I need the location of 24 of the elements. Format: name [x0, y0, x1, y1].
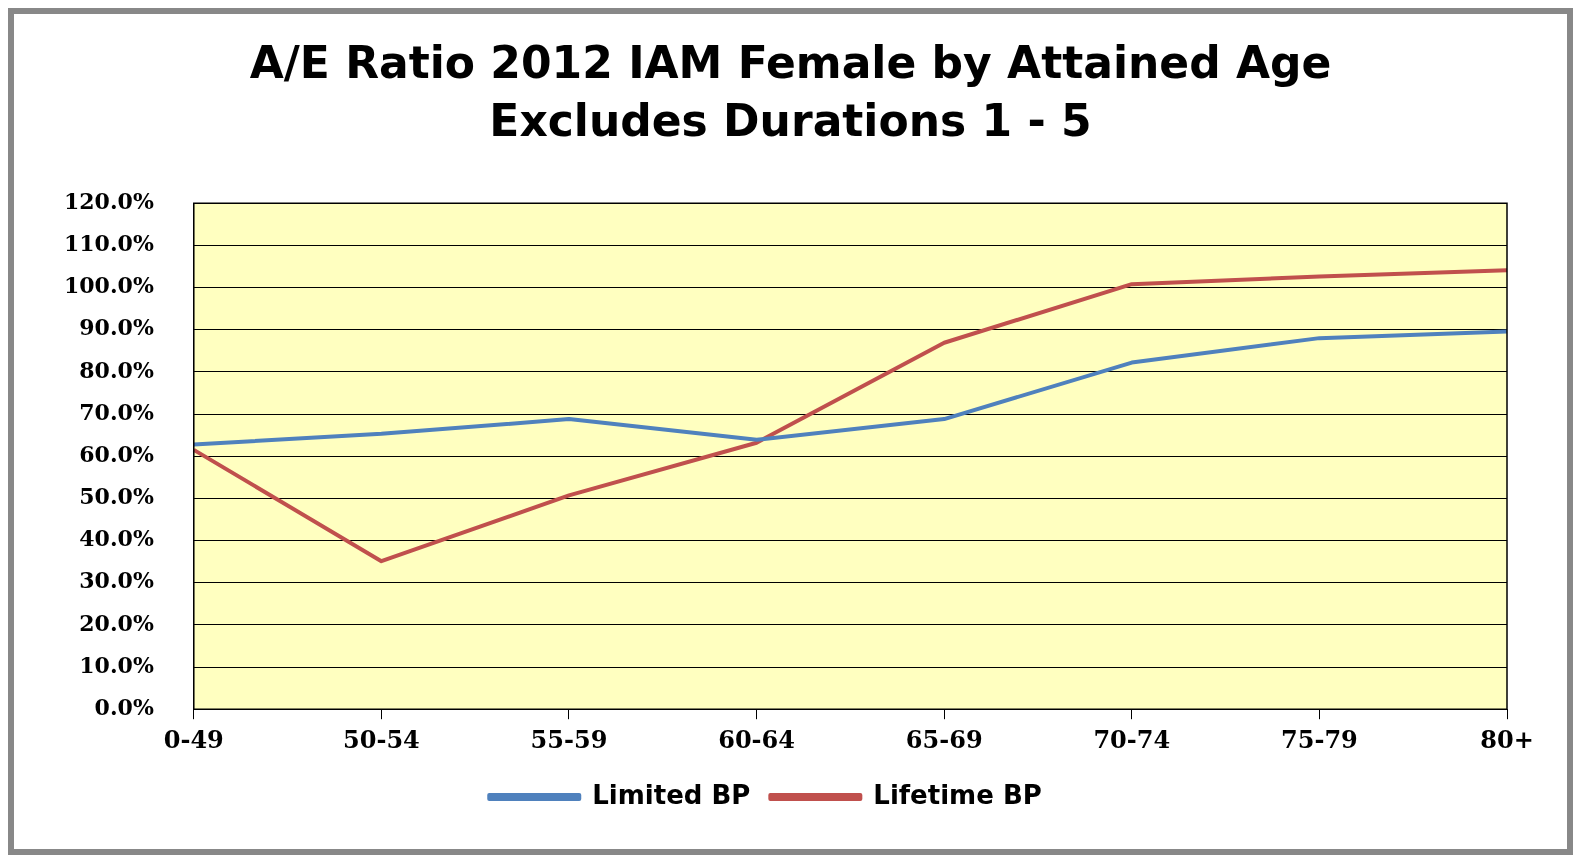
y-tick-label: 120.0%	[64, 187, 154, 214]
x-tick-label: 50-54	[343, 724, 420, 754]
y-tick-label: 110.0%	[64, 230, 154, 257]
y-tick-label: 20.0%	[79, 609, 154, 636]
x-tick-label: 75-79	[1281, 724, 1358, 754]
y-tick-label: 70.0%	[79, 398, 154, 425]
x-tick-label: 60-64	[718, 724, 795, 754]
y-tick-label: 50.0%	[79, 483, 154, 510]
y-tick-label: 100.0%	[64, 272, 154, 299]
y-tick-label: 30.0%	[79, 567, 154, 594]
x-tick-label: 80+	[1480, 724, 1534, 754]
chart-title: A/E Ratio 2012 IAM Female by Attained Age Excludes Durations 1 - 5	[248, 36, 1333, 148]
x-tick-label: 65-69	[905, 724, 983, 754]
x-tick-label: 70-74	[1093, 724, 1171, 754]
y-tick-label: 80.0%	[79, 356, 154, 383]
y-tick-label: 10.0%	[79, 651, 154, 678]
x-tick-label: 55-59	[530, 724, 608, 754]
x-tick-label: 0-49	[163, 724, 224, 754]
y-tick-label: 90.0%	[79, 314, 154, 341]
y-tick-label: 40.0%	[79, 525, 154, 552]
legend-label: Lifetime BP	[873, 779, 1042, 810]
y-tick-label: 0.0%	[94, 693, 154, 720]
y-tick-label: 60.0%	[79, 440, 154, 467]
legend-label: Limited BP	[592, 779, 751, 810]
